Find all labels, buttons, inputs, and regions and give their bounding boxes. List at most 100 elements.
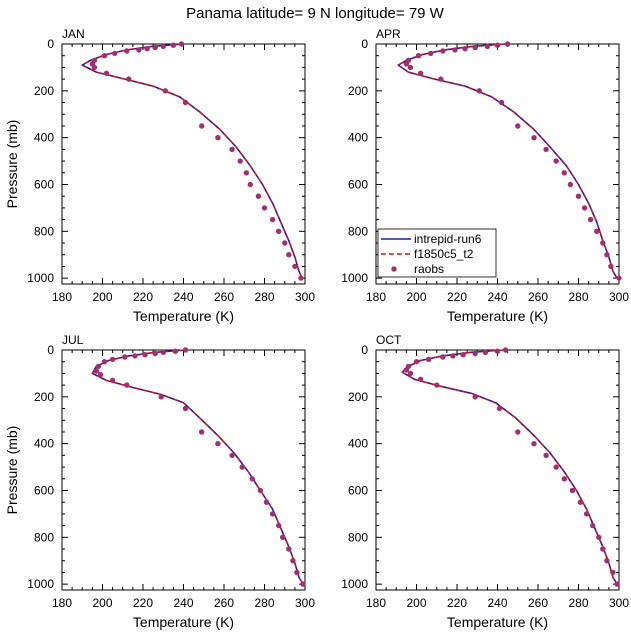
raobs-point xyxy=(91,64,98,71)
panel-jul: 180 200 220 240 260 280 300 0 200 400 600 800 1000 Te… xyxy=(4,333,315,630)
raobs-point xyxy=(182,347,189,353)
raobs-point xyxy=(450,353,456,359)
raobs-point xyxy=(476,88,482,94)
raobs-point xyxy=(577,499,584,505)
raobs-point xyxy=(543,452,549,459)
x-tick-label: 240 xyxy=(173,596,193,610)
raobs-point xyxy=(290,558,296,564)
raobs-point xyxy=(482,349,489,355)
raobs-point xyxy=(101,359,108,365)
raobs-point xyxy=(215,135,221,141)
raobs-point xyxy=(170,42,177,48)
raobs-point xyxy=(95,363,102,370)
x-tick-label: 280 xyxy=(254,290,274,304)
y-tick-label: 0 xyxy=(361,343,368,357)
raobs-point xyxy=(428,50,434,57)
raobs-point xyxy=(160,43,166,49)
raobs-point xyxy=(109,377,116,384)
x-tick-label: 200 xyxy=(92,596,112,610)
x-axis-label: Temperature (K) xyxy=(447,308,548,324)
y-tick-label: 400 xyxy=(34,437,54,451)
y-tick-label: 200 xyxy=(348,84,368,98)
raobs-point xyxy=(604,558,610,564)
raobs-point xyxy=(292,263,298,270)
y-tick-label: 400 xyxy=(348,437,368,451)
plot-frame xyxy=(61,43,306,285)
raobs-point xyxy=(608,263,614,270)
raobs-point xyxy=(614,581,620,587)
x-tick-label: 260 xyxy=(214,290,234,304)
x-tick-label: 260 xyxy=(214,596,234,610)
y-tick-label: 600 xyxy=(34,177,54,191)
series-line-f1850c5_t2 xyxy=(91,349,304,585)
raobs-point xyxy=(413,359,420,365)
raobs-point xyxy=(543,146,549,153)
x-tick-label: 260 xyxy=(528,596,548,610)
raobs-point xyxy=(575,193,582,199)
raobs-point xyxy=(417,70,424,77)
raobs-point xyxy=(286,546,292,552)
x-tick-label: 300 xyxy=(609,596,629,610)
raobs-point xyxy=(515,123,521,129)
y-tick-label: 1000 xyxy=(27,577,54,591)
series-line-intrepid-run6 xyxy=(81,43,303,279)
x-tick-label: 200 xyxy=(92,290,112,304)
raobs-point xyxy=(417,376,424,382)
raobs-point xyxy=(249,476,255,482)
raobs-point xyxy=(515,429,521,435)
y-tick-label: 800 xyxy=(34,224,54,238)
y-tick-label: 800 xyxy=(348,224,368,238)
raobs-point xyxy=(237,158,243,164)
x-tick-label: 240 xyxy=(487,290,507,304)
raobs-point xyxy=(126,76,132,82)
raobs-point xyxy=(109,356,116,363)
raobs-point xyxy=(152,44,158,51)
plot-frame xyxy=(375,349,620,591)
y-axis-label: Pressure (mb) xyxy=(4,120,20,209)
raobs-point xyxy=(553,464,559,470)
y-tick-label: 0 xyxy=(47,343,54,357)
raobs-point xyxy=(122,354,128,360)
raobs-point xyxy=(425,356,432,363)
raobs-point xyxy=(93,368,100,374)
raobs-point xyxy=(199,123,205,129)
series-line-f1850c5_t2 xyxy=(81,43,303,279)
raobs-point xyxy=(452,47,458,53)
raobs-point xyxy=(162,88,168,94)
raobs-point xyxy=(158,394,164,400)
y-tick-label: 200 xyxy=(34,84,54,98)
raobs-point xyxy=(583,511,590,517)
x-axis-label: Temperature (K) xyxy=(133,308,234,324)
y-tick-label: 0 xyxy=(361,37,368,51)
figure-title: Panama latitude= 9 N longitude= 79 W xyxy=(186,5,445,22)
raobs-point xyxy=(276,228,282,234)
y-tick-label: 400 xyxy=(34,131,54,145)
raobs-point xyxy=(103,70,110,77)
raobs-point xyxy=(494,348,501,354)
raobs-point xyxy=(97,371,104,378)
raobs-point xyxy=(600,546,606,552)
legend-label: raobs xyxy=(414,262,444,276)
y-tick-label: 600 xyxy=(348,177,368,191)
raobs-point xyxy=(269,216,276,223)
y-tick-label: 0 xyxy=(47,37,54,51)
panel-jan: 180 200 220 240 260 280 300 0 200 400 600 800 1000 Te… xyxy=(4,27,315,324)
y-tick-label: 800 xyxy=(34,530,54,544)
panel-label: APR xyxy=(376,27,401,41)
raobs-point xyxy=(496,405,503,412)
raobs-point xyxy=(255,193,262,199)
raobs-point xyxy=(590,522,596,529)
y-tick-label: 200 xyxy=(348,390,368,404)
raobs-point xyxy=(124,382,130,388)
raobs-point xyxy=(484,43,491,49)
x-tick-label: 220 xyxy=(133,596,153,610)
raobs-point xyxy=(243,170,249,176)
raobs-point xyxy=(561,476,567,482)
raobs-point xyxy=(594,228,600,234)
raobs-point xyxy=(199,429,205,435)
raobs-point xyxy=(494,42,501,48)
raobs-point xyxy=(280,534,286,540)
raobs-point xyxy=(604,252,610,258)
